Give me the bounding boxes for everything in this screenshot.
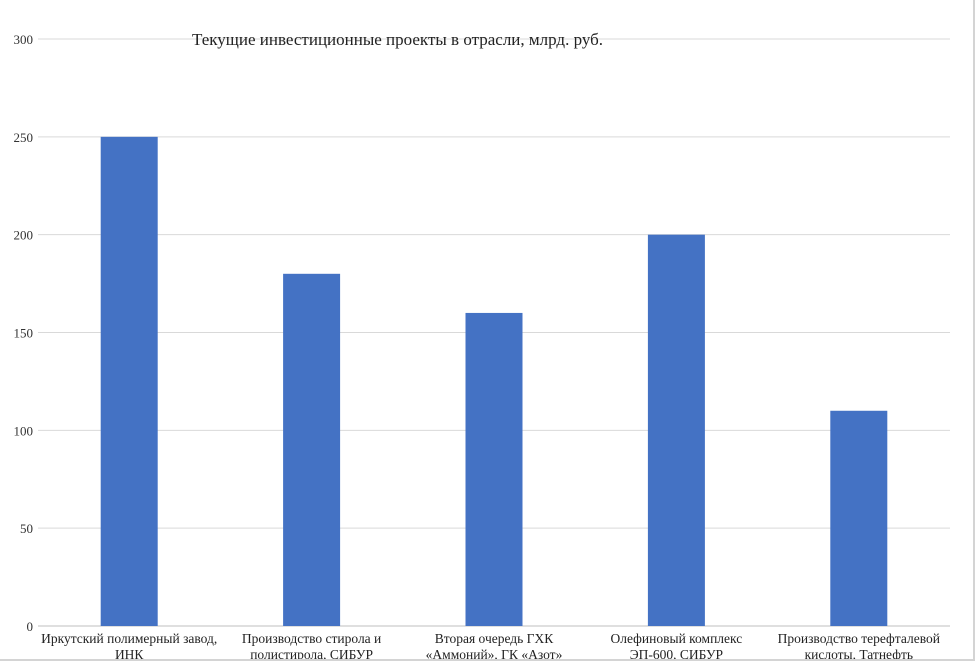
x-category-label: Вторая очередь ГХК	[435, 631, 555, 646]
bar	[100, 136, 158, 627]
x-category-label: «Аммоний», ГК «Азот»	[426, 647, 563, 661]
x-category-label: ЭП-600, СИБУР	[630, 647, 723, 661]
x-category-label: ИНК	[115, 647, 144, 661]
x-category-label: Олефиновый комплекс	[611, 631, 743, 646]
x-category-label: Производство стирола и	[242, 631, 381, 646]
y-tick-label: 250	[14, 130, 34, 145]
x-category-label: кислоты, Татнефть	[805, 647, 913, 661]
bar	[647, 234, 705, 626]
chart-title: Текущие инвестиционные проекты в отрасли…	[192, 30, 603, 49]
x-category-label: полистирола, СИБУР	[250, 647, 373, 661]
x-category-label: Производство терефталевой	[778, 631, 940, 646]
bar	[465, 312, 523, 626]
bar	[830, 410, 888, 626]
y-tick-label: 300	[14, 32, 34, 47]
y-tick-label: 100	[14, 423, 34, 438]
y-tick-label: 50	[20, 521, 33, 536]
x-category-label: Иркутский полимерный завод,	[41, 631, 217, 646]
bar	[283, 273, 341, 626]
y-tick-label: 150	[14, 326, 34, 341]
y-tick-label: 0	[27, 619, 34, 634]
y-tick-label: 200	[14, 228, 34, 243]
